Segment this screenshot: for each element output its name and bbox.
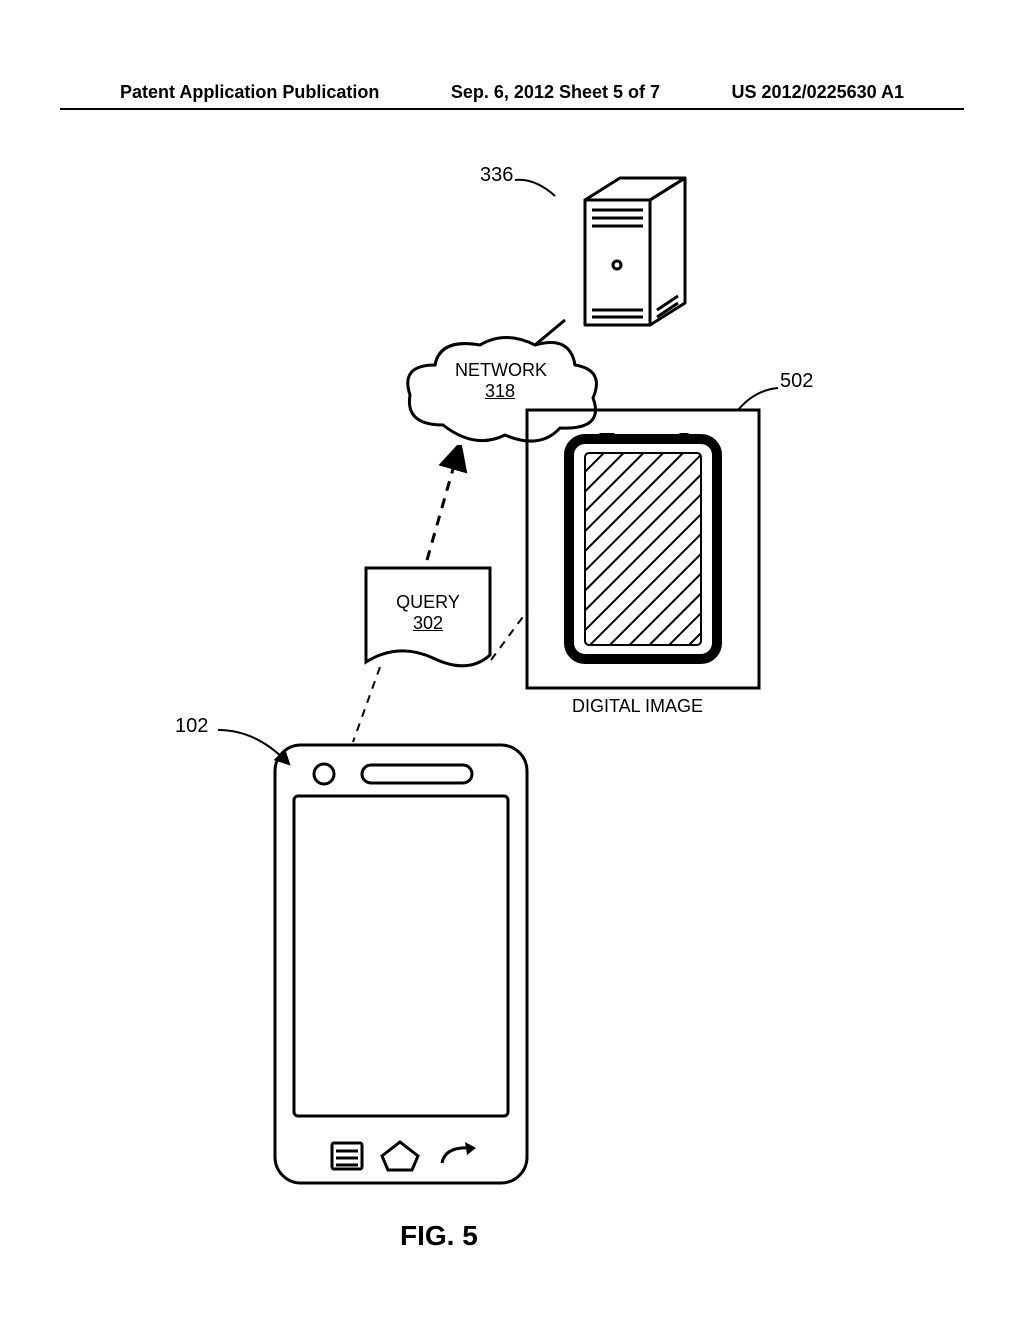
network-label: NETWORK 318	[455, 360, 545, 402]
network-label-num: 318	[455, 381, 545, 402]
dash-query-to-phone	[345, 662, 405, 752]
ref-502: 502	[780, 370, 813, 393]
header-center: Sep. 6, 2012 Sheet 5 of 7	[451, 82, 660, 103]
header-left: Patent Application Publication	[120, 82, 379, 103]
ref-336: 336	[480, 164, 513, 187]
header-rule	[60, 108, 964, 110]
ref-102: 102	[175, 715, 208, 738]
query-label: QUERY 302	[388, 592, 468, 634]
digital-image-label: DIGITAL IMAGE	[572, 696, 703, 717]
header-right: US 2012/0225630 A1	[732, 82, 904, 103]
query-label-text: QUERY	[388, 592, 468, 613]
phone-icon	[270, 740, 535, 1190]
digital-image-inner-icon	[563, 433, 723, 665]
figure-label: FIG. 5	[400, 1220, 478, 1252]
network-label-text: NETWORK	[455, 360, 545, 381]
page-header: Patent Application Publication Sep. 6, 2…	[0, 82, 1024, 103]
arrow-query-to-cloud	[415, 445, 475, 565]
dash-query-to-image	[486, 605, 536, 665]
diagram-canvas: 336 NETWORK 318 502	[0, 160, 1024, 1280]
query-label-num: 302	[388, 613, 468, 634]
